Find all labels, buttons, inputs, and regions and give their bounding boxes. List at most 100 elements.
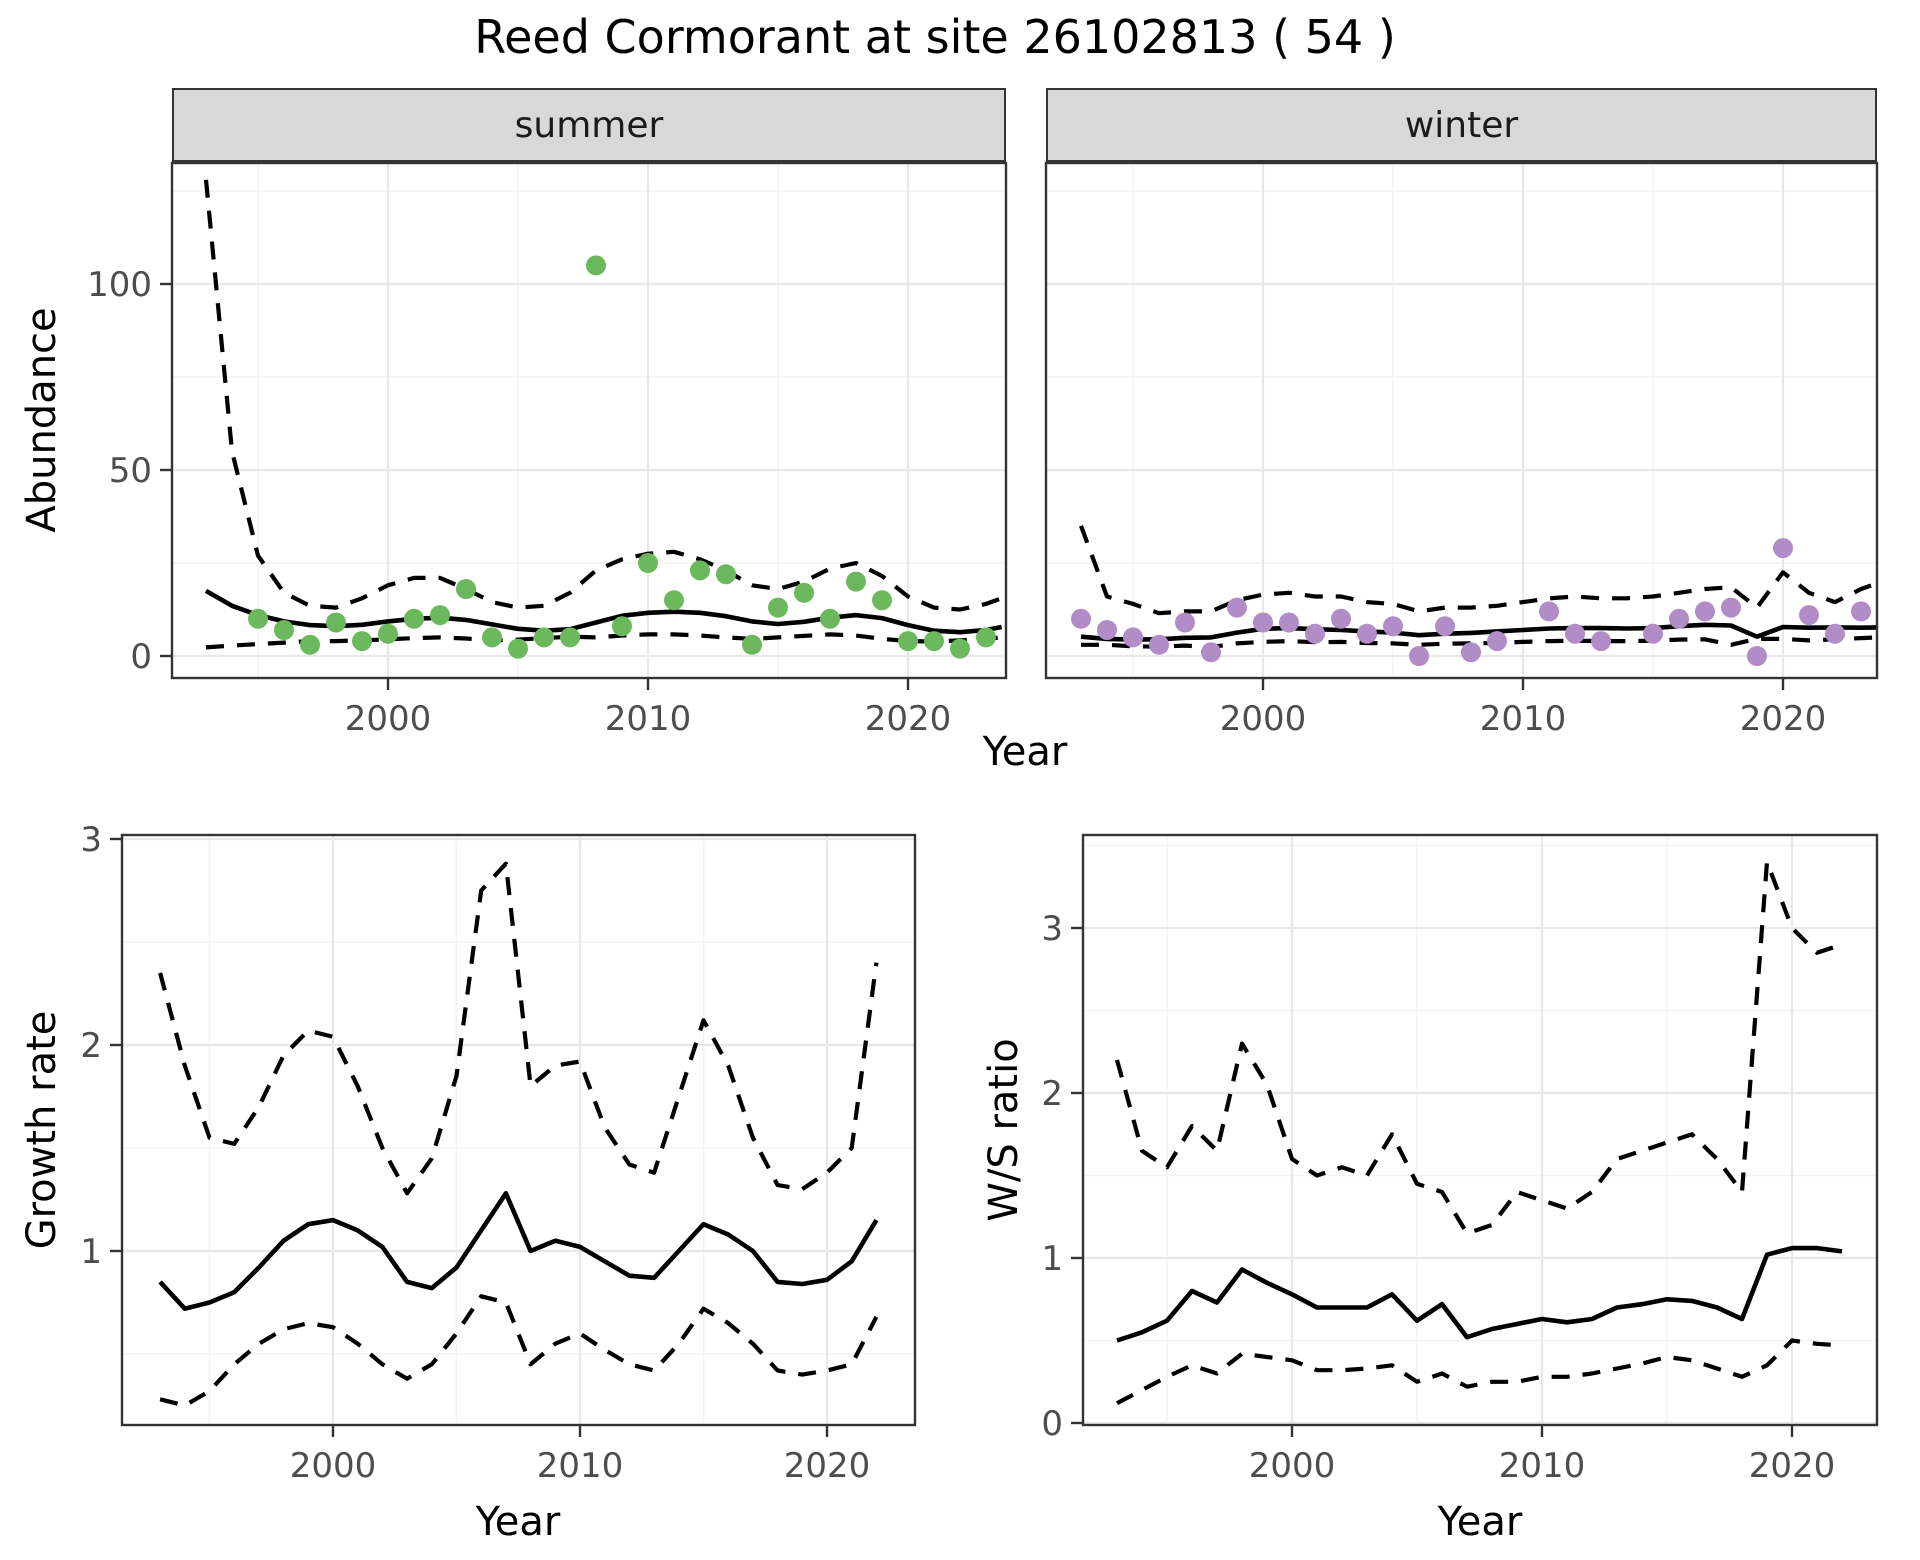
growth-rate-ci-line: [159, 1294, 879, 1408]
abundance-winter-point: [1253, 612, 1273, 633]
abundance-winter-point: [1305, 623, 1325, 644]
abundance-winter-fit-line: [1080, 622, 1877, 642]
abundance-winter-point: [1383, 616, 1403, 637]
abundance-summer-point: [274, 620, 294, 640]
x-tick-label: 2000: [345, 699, 432, 739]
abundance-winter-point: [1123, 627, 1143, 648]
y-tick-label: 2: [80, 1026, 102, 1066]
x-tick-label: 2010: [1499, 1446, 1586, 1486]
abundance-summer-point: [612, 616, 632, 637]
panel-border: [1081, 833, 1879, 1427]
abundance-winter-point: [1331, 608, 1351, 629]
abundance-summer-point: [508, 638, 528, 659]
abundance-winter-ci-line: [1079, 525, 1878, 616]
x-axis-title-year-bottom-right: Year: [1437, 1499, 1523, 1545]
abundance-winter-point: [1669, 608, 1689, 629]
abundance-winter-point: [1487, 631, 1507, 652]
abundance-winter-point: [1643, 623, 1663, 644]
y-tick-label: 2: [1041, 1074, 1063, 1114]
abundance-summer-point: [586, 255, 606, 276]
abundance-winter-point: [1279, 612, 1299, 633]
facet-label-summer: summer: [514, 104, 664, 146]
x-tick-label: 2020: [784, 1446, 871, 1486]
growth-rate-ci-line: [158, 861, 879, 1196]
abundance-winter-point: [1747, 646, 1767, 666]
panel-abundance-winter: 2000 2010 2020: [1044, 161, 1879, 739]
panel-growth-rate: 2000 2010 2020 1 2 3: [80, 820, 917, 1486]
abundance-summer-point: [950, 638, 970, 659]
facet-label-winter: winter: [1404, 104, 1519, 146]
abundance-winter-point: [1773, 538, 1793, 559]
y-tick-label: 0: [1041, 1404, 1063, 1444]
abundance-winter-point: [1461, 642, 1481, 663]
panel-abundance-summer: 2000 2010 2020 0 50 100: [87, 161, 1008, 739]
abundance-summer-point: [404, 608, 424, 629]
abundance-summer-point: [248, 608, 268, 629]
abundance-summer-point: [378, 623, 398, 644]
abundance-summer-point: [794, 582, 814, 603]
abundance-winter-point: [1175, 612, 1195, 633]
plot-title: Reed Cormorant at site 26102813 ( 54 ): [474, 10, 1396, 64]
x-tick-label: 2000: [1249, 1446, 1336, 1486]
y-axis-title-growth-rate: Growth rate: [19, 1010, 65, 1250]
growth-rate-fit-line: [158, 1191, 879, 1311]
abundance-winter-point: [1695, 601, 1715, 622]
panel-background: [1046, 163, 1877, 678]
x-tick-label: 2020: [1740, 699, 1827, 739]
abundance-summer-point: [768, 597, 788, 618]
panel-background: [1083, 835, 1877, 1425]
facet-strip-summer: summer: [172, 88, 1006, 162]
ws-ratio-ci-line: [1116, 1338, 1843, 1406]
panel-border: [1044, 161, 1879, 680]
x-tick-label: 2000: [1220, 699, 1307, 739]
abundance-summer-point: [352, 631, 372, 652]
y-tick-label: 1: [80, 1232, 102, 1272]
abundance-summer-point: [326, 612, 346, 633]
abundance-summer-point: [664, 590, 684, 611]
panel-border: [120, 833, 917, 1427]
ws-ratio-fit-line: [1116, 1245, 1843, 1343]
abundance-winter-point: [1071, 608, 1091, 629]
abundance-summer-point: [742, 634, 762, 655]
abundance-winter-point: [1539, 601, 1559, 622]
y-axis-title-abundance: Abundance: [19, 307, 65, 533]
x-tick-label: 2010: [537, 1446, 624, 1486]
y-axis-title-ws-ratio: W/S ratio: [981, 1038, 1027, 1222]
abundance-summer-point: [976, 627, 996, 648]
abundance-winter-point: [1097, 620, 1117, 640]
abundance-winter-point: [1825, 623, 1845, 644]
abundance-summer-point: [534, 627, 554, 648]
abundance-winter-point: [1851, 601, 1871, 622]
y-tick-label: 50: [109, 451, 152, 491]
x-axis-title-year-bottom-left: Year: [475, 1499, 561, 1545]
abundance-winter-point: [1227, 597, 1247, 618]
panel-background: [172, 163, 1006, 678]
abundance-winter-point: [1435, 616, 1455, 637]
ws-ratio-ci-line: [1114, 859, 1843, 1236]
abundance-summer-point: [872, 590, 892, 611]
abundance-summer-point: [716, 564, 736, 585]
abundance-winter-point: [1721, 597, 1741, 618]
x-tick-label: 2010: [605, 699, 692, 739]
abundance-summer-point: [456, 579, 476, 599]
x-tick-label: 2010: [1480, 699, 1567, 739]
abundance-summer-point: [898, 631, 918, 652]
x-tick-label: 2020: [1749, 1446, 1836, 1486]
x-axis-title-year-top: Year: [982, 729, 1068, 775]
abundance-winter-point: [1799, 605, 1819, 626]
abundance-summer-ci-line: [205, 632, 1002, 650]
abundance-summer-ci-line: [203, 179, 1003, 612]
abundance-winter-point: [1409, 646, 1429, 666]
abundance-winter-point: [1591, 631, 1611, 652]
abundance-summer-point: [430, 605, 450, 626]
abundance-summer-point: [924, 631, 944, 652]
abundance-summer-point: [638, 553, 658, 573]
facet-strip-winter: winter: [1046, 88, 1877, 162]
panel-background: [122, 835, 915, 1425]
x-tick-label: 2020: [865, 699, 952, 739]
x-tick-label: 2000: [290, 1446, 377, 1486]
y-tick-label: 100: [87, 265, 152, 305]
y-tick-label: 3: [1041, 909, 1063, 949]
